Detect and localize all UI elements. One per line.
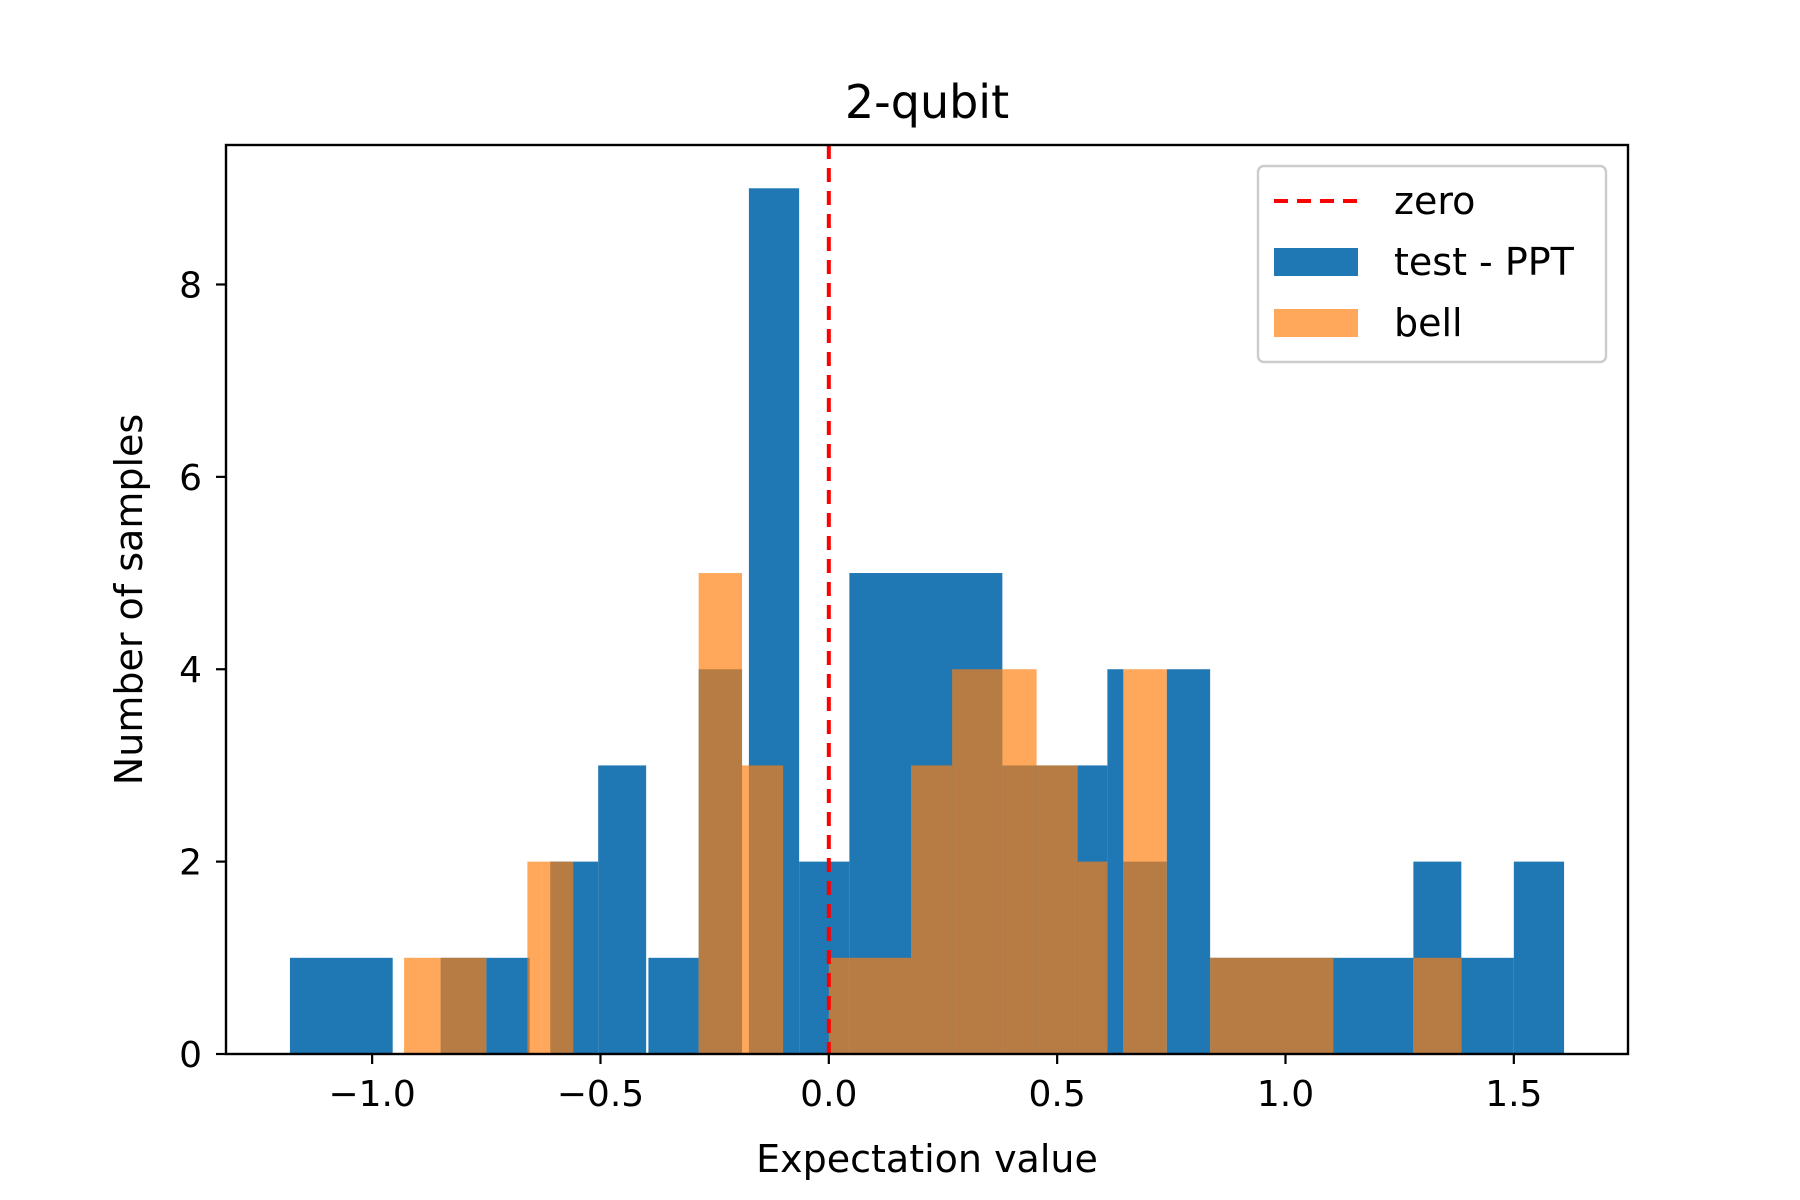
bar-test-ppt-6 bbox=[648, 957, 699, 1054]
legend-label-zero: zero bbox=[1394, 179, 1475, 223]
legend-label-bell: bell bbox=[1394, 301, 1463, 345]
x-tick-label: 1.5 bbox=[1485, 1074, 1542, 1115]
bar-bell-9 bbox=[1002, 669, 1037, 1054]
y-axis-label: Number of samples bbox=[107, 414, 151, 785]
bar-bell-0 bbox=[404, 957, 441, 1054]
bar-test-ppt-2 bbox=[486, 957, 530, 1054]
y-tick-label: 6 bbox=[179, 458, 202, 499]
bar-test-ppt-4 bbox=[573, 861, 599, 1054]
bar-bell-7 bbox=[911, 765, 953, 1054]
x-tick-label: −1.0 bbox=[328, 1074, 415, 1115]
legend-label-test-ppt: test - PPT bbox=[1394, 240, 1575, 284]
x-axis-ticks: −1.0 −0.5 0.0 0.5 1.0 1.5 bbox=[328, 1054, 1542, 1115]
legend: zero test - PPT bell bbox=[1256, 164, 1608, 364]
legend-swatch-bell bbox=[1274, 309, 1358, 337]
legend-swatch-test-ppt bbox=[1274, 248, 1358, 276]
y-tick-label: 0 bbox=[179, 1035, 202, 1076]
bar-test-ppt-18 bbox=[1513, 861, 1565, 1054]
y-tick-label: 4 bbox=[179, 650, 202, 691]
bars-layer bbox=[289, 188, 1565, 1055]
x-axis-label: Expectation value bbox=[756, 1137, 1098, 1181]
bar-bell-14 bbox=[1413, 957, 1462, 1054]
bar-bell-2 bbox=[527, 861, 542, 1054]
y-axis-ticks: 0 2 4 6 8 bbox=[179, 265, 226, 1076]
chart-title: 2-qubit bbox=[845, 75, 1009, 129]
bar-test-ppt-5 bbox=[598, 765, 647, 1054]
x-tick-label: 1.0 bbox=[1257, 1074, 1314, 1115]
bar-test-ppt-0 bbox=[289, 957, 393, 1054]
bar-bell-5 bbox=[742, 765, 784, 1054]
bar-bell-11 bbox=[1077, 861, 1108, 1054]
bar-test-ppt-12 bbox=[1107, 669, 1124, 1054]
bar-bell-1 bbox=[440, 957, 487, 1054]
bar-test-ppt-14 bbox=[1166, 669, 1211, 1054]
x-tick-label: 0.0 bbox=[800, 1074, 857, 1115]
bar-bell-13 bbox=[1210, 957, 1334, 1054]
x-tick-label: −0.5 bbox=[557, 1074, 644, 1115]
plot-area-frame bbox=[224, 143, 1630, 1056]
bar-bell-4 bbox=[698, 573, 743, 1054]
bar-bell-6 bbox=[828, 957, 912, 1054]
bar-test-ppt-17 bbox=[1461, 957, 1514, 1054]
bar-bell-12 bbox=[1123, 669, 1167, 1054]
y-tick-label: 8 bbox=[179, 265, 202, 306]
y-tick-label: 2 bbox=[179, 843, 202, 884]
x-tick-label: 0.5 bbox=[1029, 1074, 1086, 1115]
bar-bell-8 bbox=[952, 669, 1003, 1054]
bar-bell-10 bbox=[1036, 765, 1078, 1054]
bar-bell-3 bbox=[541, 861, 574, 1054]
